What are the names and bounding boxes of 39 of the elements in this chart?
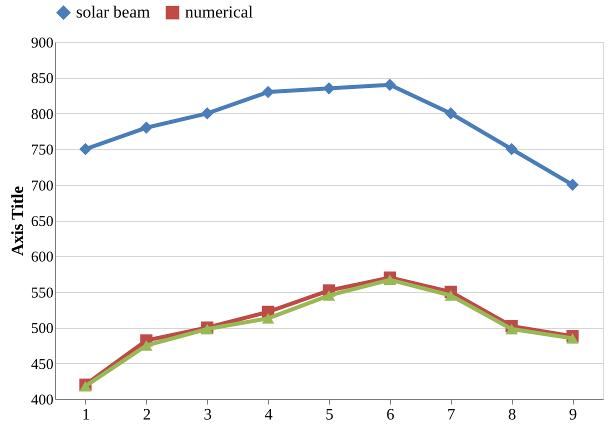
x-tick-label: 6 xyxy=(386,406,394,424)
x-tick-label: 2 xyxy=(142,406,151,424)
y-tick-label: 800 xyxy=(31,106,54,123)
point xyxy=(262,313,274,324)
x-tick-label: 7 xyxy=(447,406,456,424)
point xyxy=(506,142,518,156)
point xyxy=(566,333,579,344)
point xyxy=(566,178,579,191)
x-tick-label: 9 xyxy=(569,406,578,424)
point xyxy=(140,122,152,134)
y-tick-label: 700 xyxy=(31,178,54,194)
y-tick-label: 450 xyxy=(31,356,54,373)
point xyxy=(322,290,336,301)
x-tick-label: 4 xyxy=(264,406,273,424)
point xyxy=(201,324,214,334)
y-tick-label: 500 xyxy=(31,321,54,338)
point xyxy=(384,274,396,286)
y-tick-label: 650 xyxy=(31,214,54,230)
y-tick-label: 550 xyxy=(31,285,54,302)
point xyxy=(506,324,518,334)
y-tick-label: 400 xyxy=(31,392,54,408)
point xyxy=(140,340,152,351)
point xyxy=(444,290,457,301)
y-tick-label: 600 xyxy=(31,250,54,266)
x-tick-label: 5 xyxy=(326,406,334,424)
x-tick-label: 1 xyxy=(82,406,90,424)
point xyxy=(201,107,214,120)
point xyxy=(79,142,92,156)
x-tick-label: 3 xyxy=(204,406,212,424)
y-axis-title: Axis Title xyxy=(8,186,27,256)
legend-label: solar beam xyxy=(76,2,150,22)
y-tick-label: 750 xyxy=(31,142,54,159)
x-tick-label: 8 xyxy=(508,406,516,424)
legend-label: numerical xyxy=(185,2,254,22)
point xyxy=(444,107,457,120)
y-tick-label: 900 xyxy=(31,36,54,52)
y-tick-label: 850 xyxy=(31,71,54,88)
point xyxy=(384,78,396,91)
point xyxy=(262,86,274,98)
